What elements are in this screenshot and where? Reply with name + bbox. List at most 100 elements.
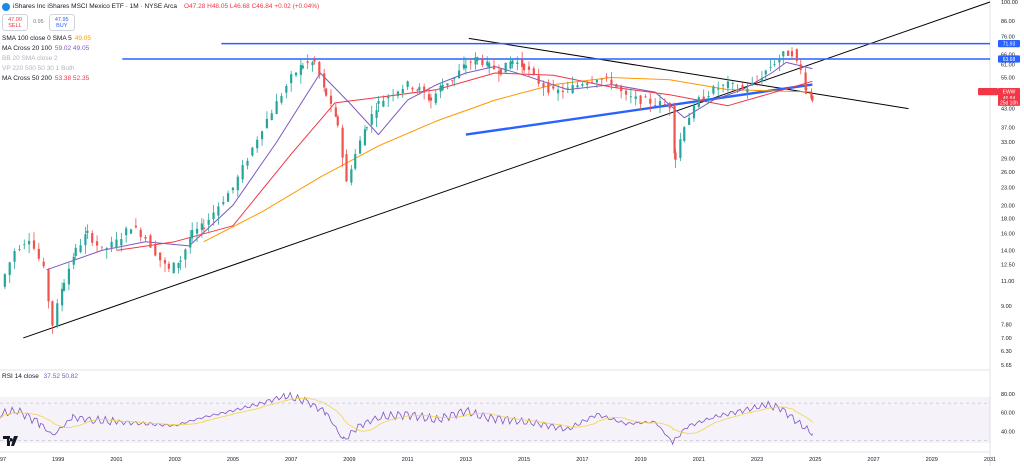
candle [429,97,433,101]
candle [323,73,326,88]
buy-label: BUY [56,22,68,29]
candle [294,72,298,76]
rsi-legend[interactable]: RSI 14 close 37.52 50.82 [2,373,78,380]
candle [191,230,194,239]
candle [600,78,603,80]
candle [590,81,594,83]
candle [382,100,385,107]
candle [610,79,613,85]
candle [751,82,754,86]
candle [241,165,244,180]
candle [581,84,584,86]
candle [673,104,676,154]
candle [679,139,682,158]
candle [285,86,288,93]
trendline[interactable] [468,37,909,110]
series-line-ma-50[interactable] [116,72,813,251]
price-tick-label: 18.00 [1001,217,1015,223]
candle [639,95,642,104]
ohlc-readout: O47.28 H48.05 L46.68 C46.84 +0.02 (+0.04… [184,3,320,10]
price-tick-label: 100.00 [1001,0,1018,6]
candle [736,89,739,90]
trendline[interactable] [465,83,813,136]
time-tick-label: 2027 [867,457,879,463]
candle [95,241,99,246]
rsi-values: 37.52 50.82 [43,373,79,380]
time-tick-label: 2003 [169,457,181,463]
candle [179,260,182,262]
candle [149,235,152,248]
candle [516,62,519,64]
candle [488,63,491,68]
candle [47,269,50,302]
candle [61,288,64,306]
candle [453,77,456,80]
time-tick-label: 2011 [402,457,414,463]
candle [778,58,781,63]
symbol-title[interactable]: iShares Inc iShares MSCI Mexico ETF · 1M… [13,3,177,10]
indicator-label: VP 220 500 50 30 1 Both [2,65,75,72]
price-tick-label: 29.00 [1001,156,1015,162]
candle [663,104,666,105]
price-tick-label: 76.00 [1001,35,1015,41]
candle [265,118,269,128]
candle [697,97,700,107]
buy-button[interactable]: 47.95 BUY [48,14,75,31]
candle [354,153,357,169]
indicator-volume-profile[interactable]: VP 220 500 50 30 1 Both [2,64,319,74]
time-tick-label: 1999 [52,457,64,463]
candle [532,68,535,75]
candle [712,86,715,94]
time-tick-label: 2007 [285,457,297,463]
candle [139,229,142,238]
rsi-ma-line[interactable] [0,397,813,435]
price-tick-label: 5.65 [1001,363,1012,369]
candle [615,84,618,88]
candle [721,84,725,86]
sell-price: 47.00 [8,16,22,23]
indicator-sma100[interactable]: SMA 100 close 0 SMA 5 49.05 [2,34,319,44]
candle [595,80,599,83]
candle [586,83,589,85]
candle [411,87,414,90]
candle [358,140,362,154]
candle [451,79,454,81]
candle [56,303,59,327]
time-tick-label: 2009 [343,457,355,463]
candle [177,262,180,269]
trendline[interactable] [23,1,991,339]
candle [427,94,431,101]
candle [290,74,293,84]
candle [74,247,77,256]
candle [620,86,623,92]
candle [144,236,147,239]
candle [18,249,21,250]
candle [341,127,344,158]
candle [67,268,71,285]
candle [325,88,328,96]
candle [805,88,808,90]
series-line-sma-100[interactable] [203,77,813,243]
candle [222,202,225,205]
candle [23,244,26,246]
candle [668,103,671,109]
rsi-label-text: RSI 14 close [2,373,39,380]
candle [499,68,502,75]
indicator-ma-cross-50-200[interactable]: MA Cross 50 200 53.38 52.35 [2,74,319,84]
indicator-label: SMA 100 close 0 SMA 5 [2,35,72,42]
sell-button[interactable]: 47.00 SELL [2,14,28,31]
indicator-bb[interactable]: BB 20 SMA close 2 [2,54,319,64]
candle [37,248,40,259]
sell-label: SELL [8,22,22,29]
price-tick-label: 61.00 [1001,62,1015,68]
indicator-label: BB 20 SMA close 2 [2,55,58,62]
price-tick-label: 6.30 [1001,349,1012,355]
candle [464,65,467,69]
indicator-ma-cross-20-100[interactable]: MA Cross 20 100 59.02 49.05 [2,44,319,54]
candle [370,114,373,125]
candle [542,83,545,88]
candle [246,160,249,166]
candle [799,64,802,70]
candle [760,78,764,82]
